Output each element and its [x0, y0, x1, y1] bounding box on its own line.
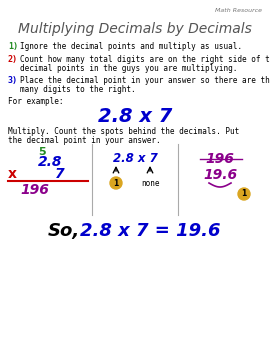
Text: many digits to the right.: many digits to the right.	[20, 85, 136, 94]
Text: 196: 196	[205, 152, 234, 166]
Text: 5: 5	[38, 147, 46, 157]
Text: 1: 1	[113, 178, 119, 188]
Text: Place the decimal point in your answer so there are this: Place the decimal point in your answer s…	[20, 76, 270, 85]
Text: 7: 7	[55, 167, 65, 181]
Text: the decimal point in your answer.: the decimal point in your answer.	[8, 136, 161, 145]
Text: x: x	[8, 167, 17, 181]
Text: 2.8 x 7: 2.8 x 7	[98, 107, 172, 126]
Text: Ignore the decimal points and multiply as usual.: Ignore the decimal points and multiply a…	[20, 42, 242, 51]
Text: 3): 3)	[8, 76, 18, 85]
Text: 19.6: 19.6	[203, 168, 237, 182]
Text: 196: 196	[20, 183, 49, 197]
Text: 2.8: 2.8	[38, 155, 62, 169]
Text: 2.8 x 7 = 19.6: 2.8 x 7 = 19.6	[80, 222, 221, 240]
Text: none: none	[141, 178, 159, 188]
Text: Multiply. Count the spots behind the decimals. Put: Multiply. Count the spots behind the dec…	[8, 127, 239, 136]
Text: Math Resource: Math Resource	[215, 8, 262, 13]
Text: Multiplying Decimals by Decimals: Multiplying Decimals by Decimals	[18, 22, 252, 36]
Text: So,: So,	[48, 222, 80, 240]
Text: For example:: For example:	[8, 97, 63, 106]
Text: 1): 1)	[8, 42, 18, 51]
Text: Count how many total digits are on the right side of the: Count how many total digits are on the r…	[20, 55, 270, 64]
Text: 2.8 x 7: 2.8 x 7	[113, 152, 157, 165]
Text: 2): 2)	[8, 55, 18, 64]
Circle shape	[110, 177, 122, 189]
Text: 1: 1	[241, 189, 247, 198]
Text: decimal points in the guys you are multiplying.: decimal points in the guys you are multi…	[20, 64, 237, 73]
Circle shape	[238, 188, 250, 200]
